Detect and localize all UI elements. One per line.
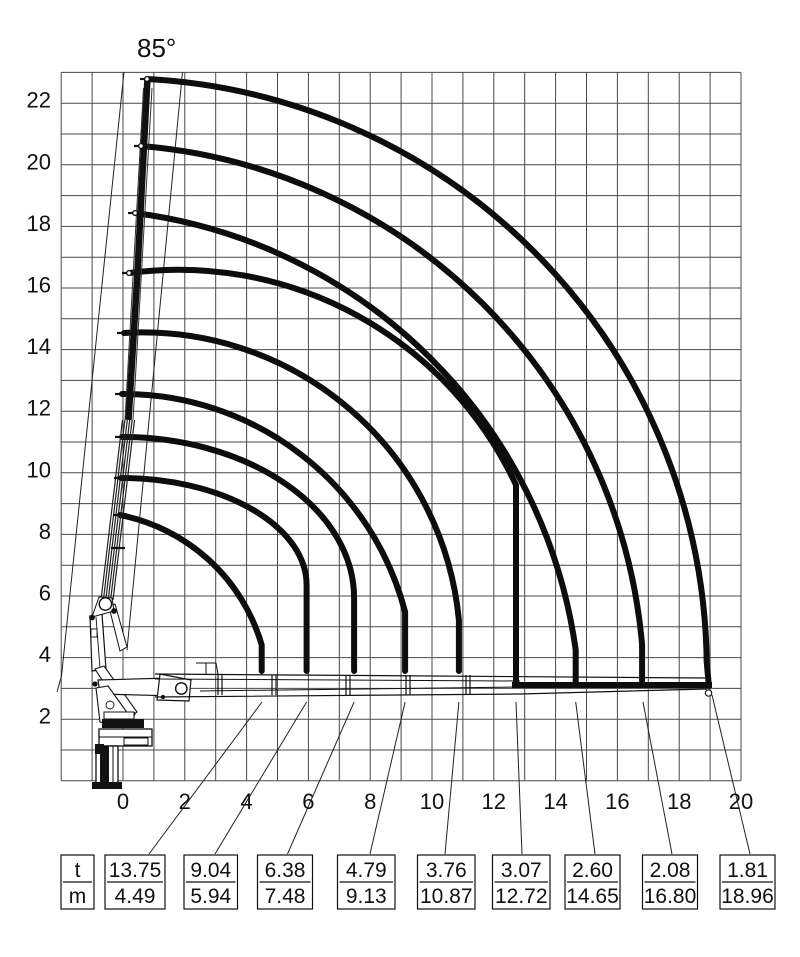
svg-text:8: 8 [39, 519, 51, 544]
svg-text:22: 22 [27, 88, 51, 113]
svg-text:8: 8 [364, 789, 376, 814]
svg-text:10: 10 [27, 457, 51, 482]
svg-text:2: 2 [39, 704, 51, 729]
svg-text:6: 6 [302, 789, 314, 814]
svg-text:18.96: 18.96 [721, 885, 774, 908]
svg-text:4.49: 4.49 [115, 885, 156, 908]
svg-text:12: 12 [27, 396, 51, 421]
svg-text:20: 20 [27, 149, 51, 174]
svg-text:14: 14 [27, 334, 51, 359]
svg-text:85°: 85° [137, 33, 176, 63]
svg-text:2.08: 2.08 [650, 859, 691, 882]
svg-text:16.80: 16.80 [644, 885, 697, 908]
svg-text:m: m [69, 885, 87, 908]
svg-text:4: 4 [240, 789, 252, 814]
svg-text:2: 2 [179, 789, 191, 814]
svg-text:18: 18 [27, 211, 51, 236]
svg-text:3.76: 3.76 [426, 859, 467, 882]
svg-text:14: 14 [543, 789, 567, 814]
svg-text:7.48: 7.48 [265, 885, 306, 908]
svg-text:16: 16 [605, 789, 629, 814]
svg-text:12.72: 12.72 [495, 885, 548, 908]
svg-text:6: 6 [39, 581, 51, 606]
svg-text:14.65: 14.65 [566, 885, 619, 908]
svg-text:3.07: 3.07 [501, 859, 542, 882]
svg-text:4: 4 [39, 642, 51, 667]
svg-text:2.60: 2.60 [572, 859, 613, 882]
svg-text:4.79: 4.79 [346, 859, 387, 882]
svg-text:12: 12 [482, 789, 506, 814]
svg-text:18: 18 [667, 789, 691, 814]
svg-text:10: 10 [420, 789, 444, 814]
svg-text:5.94: 5.94 [190, 885, 231, 908]
svg-text:9.13: 9.13 [346, 885, 387, 908]
svg-text:20: 20 [729, 789, 753, 814]
svg-text:1.81: 1.81 [727, 859, 768, 882]
svg-text:0: 0 [117, 789, 129, 814]
svg-text:6.38: 6.38 [265, 859, 306, 882]
svg-text:10.87: 10.87 [420, 885, 473, 908]
svg-text:13.75: 13.75 [109, 859, 162, 882]
svg-text:16: 16 [27, 273, 51, 298]
svg-text:9.04: 9.04 [190, 859, 231, 882]
svg-text:t: t [75, 859, 81, 882]
